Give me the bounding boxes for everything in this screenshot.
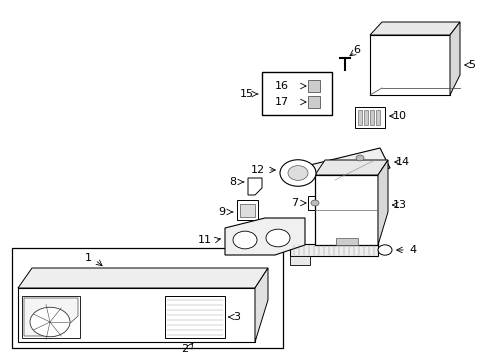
Polygon shape (307, 80, 319, 92)
Polygon shape (18, 288, 254, 342)
Polygon shape (377, 160, 387, 245)
Circle shape (355, 155, 363, 161)
Text: 13: 13 (392, 200, 406, 210)
Text: 12: 12 (250, 165, 264, 175)
Text: 14: 14 (395, 157, 409, 167)
Text: 7: 7 (291, 198, 298, 208)
Polygon shape (254, 268, 267, 342)
Polygon shape (449, 22, 459, 95)
Circle shape (265, 229, 289, 247)
Polygon shape (357, 110, 361, 125)
Circle shape (287, 166, 307, 180)
Polygon shape (314, 175, 377, 245)
Circle shape (377, 245, 391, 255)
Text: 9: 9 (218, 207, 225, 217)
Polygon shape (22, 296, 80, 338)
Circle shape (310, 200, 318, 206)
Text: 17: 17 (274, 97, 288, 107)
Circle shape (30, 307, 70, 337)
Text: 15: 15 (240, 89, 253, 99)
Text: 2: 2 (181, 344, 188, 354)
Polygon shape (247, 178, 262, 195)
Bar (12, 248, 283, 348)
Circle shape (232, 231, 257, 249)
Polygon shape (369, 22, 459, 35)
Polygon shape (24, 298, 78, 336)
Text: 8: 8 (229, 177, 236, 187)
Text: 16: 16 (274, 81, 288, 91)
Polygon shape (375, 110, 379, 125)
Polygon shape (314, 160, 387, 175)
Text: 10: 10 (392, 111, 406, 121)
Polygon shape (262, 72, 331, 115)
Text: 4: 4 (408, 245, 416, 255)
Polygon shape (307, 196, 321, 210)
Polygon shape (164, 296, 224, 338)
Polygon shape (289, 256, 309, 265)
Text: 3: 3 (233, 312, 240, 322)
Text: 1: 1 (84, 253, 91, 263)
Text: 6: 6 (353, 45, 360, 55)
Polygon shape (354, 107, 384, 128)
Polygon shape (237, 200, 258, 220)
Polygon shape (240, 204, 254, 217)
Polygon shape (363, 110, 367, 125)
Polygon shape (309, 148, 389, 185)
Polygon shape (369, 35, 449, 95)
Circle shape (280, 160, 315, 186)
Polygon shape (224, 218, 305, 255)
Polygon shape (18, 268, 267, 288)
Polygon shape (335, 238, 357, 245)
Text: 11: 11 (198, 235, 212, 245)
Polygon shape (289, 244, 377, 256)
Polygon shape (307, 96, 319, 108)
Polygon shape (369, 110, 373, 125)
Text: 5: 5 (468, 60, 474, 70)
